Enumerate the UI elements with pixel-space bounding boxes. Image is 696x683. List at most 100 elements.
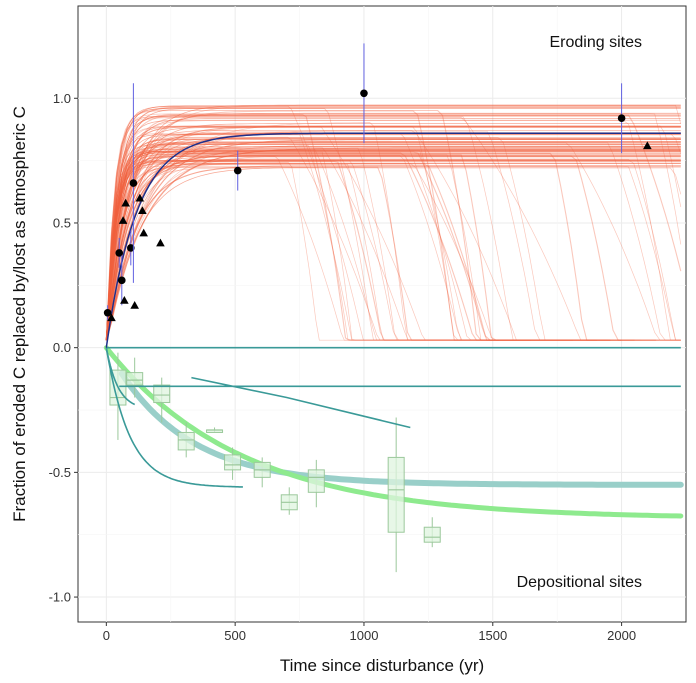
ensemble-curve-97 <box>105 150 681 341</box>
y-tick-label-2: 0.0 <box>53 340 71 355</box>
ensemble-curve-100 <box>105 126 681 341</box>
ensemble-curve-85 <box>105 154 681 341</box>
ensemble-curve-79 <box>105 125 682 341</box>
ensemble-curve-33 <box>105 120 681 341</box>
ensemble-curve-54 <box>105 146 681 341</box>
data-point-triangle-3 <box>121 198 130 207</box>
x-tick-label-4: 2000 <box>607 628 636 643</box>
y-tick-label-0: -1.0 <box>49 590 71 605</box>
ensemble-curve-107 <box>105 161 681 341</box>
eroding-mean-curve-layer <box>105 132 681 348</box>
ensemble-curve-69 <box>105 148 509 341</box>
ensemble-curve-104 <box>105 126 515 341</box>
ensemble-curve-38 <box>105 151 681 341</box>
data-point-circle-5 <box>233 166 242 175</box>
ensemble-curve-72 <box>105 147 553 341</box>
x-tick-label-3: 1500 <box>478 628 507 643</box>
ensemble-curve-61 <box>105 105 484 341</box>
ensemble-curve-84 <box>105 137 681 341</box>
ensemble-curve-99 <box>105 151 681 341</box>
data-point-triangle-0 <box>107 313 116 322</box>
ensemble-curve-20 <box>105 152 597 341</box>
x-tick-label-0: 0 <box>103 628 110 643</box>
ensemble-curve-45 <box>105 155 681 341</box>
y-tick-label-1: -0.5 <box>49 465 71 480</box>
ensemble-curve-49 <box>105 160 681 341</box>
ensemble-curve-19 <box>105 117 656 341</box>
data-point-circle-3 <box>127 244 135 252</box>
y-axis-title: Fraction of eroded C replaced by/lost as… <box>10 106 29 522</box>
ensemble-curve-98 <box>105 148 681 341</box>
ensemble-curve-76 <box>105 122 567 341</box>
ensemble-curve-31 <box>105 106 681 341</box>
box-10 <box>423 526 441 543</box>
ensemble-curve-93 <box>105 149 681 341</box>
data-point-triangle-1 <box>118 216 128 224</box>
ensemble-curve-106 <box>105 116 659 341</box>
y-tick-label-4: 1.0 <box>53 91 71 106</box>
data-point-circle-1 <box>115 249 124 257</box>
ensemble-curve-91 <box>105 134 681 341</box>
depositional-line-2 <box>105 347 136 406</box>
ensemble-curve-62 <box>105 142 681 341</box>
ensemble-curve-67 <box>105 156 470 341</box>
ensemble-curve-15 <box>105 114 499 341</box>
ensemble-curve-90 <box>105 154 657 341</box>
ensemble-curve-40 <box>105 165 681 341</box>
ensemble-curve-70 <box>105 163 622 341</box>
box-8 <box>307 469 325 493</box>
annotation-eroding-sites: Eroding sites <box>550 34 643 51</box>
data-point-triangle-8 <box>156 238 165 247</box>
data-point-circle-7 <box>617 114 626 123</box>
x-tick-label-2: 1000 <box>350 628 379 643</box>
x-axis-title: Time since disturbance (yr) <box>280 656 484 675</box>
data-point-circle-0 <box>103 308 112 317</box>
ensemble-curve-58 <box>105 140 681 341</box>
ensemble-curve-74 <box>105 164 542 341</box>
ensemble-curve-34 <box>105 167 682 341</box>
ensemble-curve-109 <box>105 119 681 341</box>
box-9 <box>387 456 405 533</box>
ensemble-curve-108 <box>105 166 681 341</box>
annotation-depositional-sites: Depositional sites <box>517 574 642 591</box>
data-point-triangle-5 <box>135 193 145 202</box>
data-point-triangle-7 <box>139 228 148 237</box>
ensemble-curve-13 <box>105 123 681 341</box>
x-tick-label-1: 500 <box>224 628 246 643</box>
ensemble-curve-89 <box>105 104 681 341</box>
ensemble-curve-101 <box>105 163 607 341</box>
box-5 <box>224 454 242 471</box>
ensemble-curve-63 <box>105 105 681 341</box>
y-tick-label-3: 0.5 <box>53 215 71 230</box>
ensemble-curve-55 <box>105 114 682 341</box>
ensemble-curve-51 <box>105 131 681 341</box>
box-2 <box>153 384 171 404</box>
ensemble-curve-44 <box>105 115 681 341</box>
ensemble-curve-92 <box>105 113 681 341</box>
depositional-line-3 <box>105 347 243 488</box>
ensemble-curve-94 <box>105 108 521 341</box>
data-point-circle-2 <box>117 276 126 285</box>
data-point-circle-6 <box>360 89 368 98</box>
ensemble-curve-68 <box>105 138 681 341</box>
ensemble-curve-16 <box>105 112 681 341</box>
ensemble-curve-86 <box>105 129 681 341</box>
data-point-triangle-2 <box>120 295 129 304</box>
ensemble-curve-53 <box>105 136 483 341</box>
axes: 0 500 1000 1500 2000 -1.0 -0.5 0.0 0.5 1.0 <box>49 91 636 643</box>
ensemble-curve-71 <box>105 118 681 341</box>
ensemble-curve-24 <box>105 149 681 341</box>
ensemble-curve-0 <box>105 109 635 341</box>
ensemble-curve-52 <box>105 162 681 341</box>
depositional-line-4 <box>191 376 411 429</box>
ensemble-curve-87 <box>105 105 681 341</box>
eroding-ensemble-curves <box>105 104 682 341</box>
eroding-points-layer <box>103 43 652 322</box>
box-3 <box>177 431 195 451</box>
box-1 <box>126 372 144 386</box>
ensemble-curve-60 <box>105 138 681 341</box>
ensemble-curve-47 <box>105 145 503 341</box>
depositional-layer <box>103 345 684 573</box>
data-point-triangle-9 <box>643 141 652 150</box>
